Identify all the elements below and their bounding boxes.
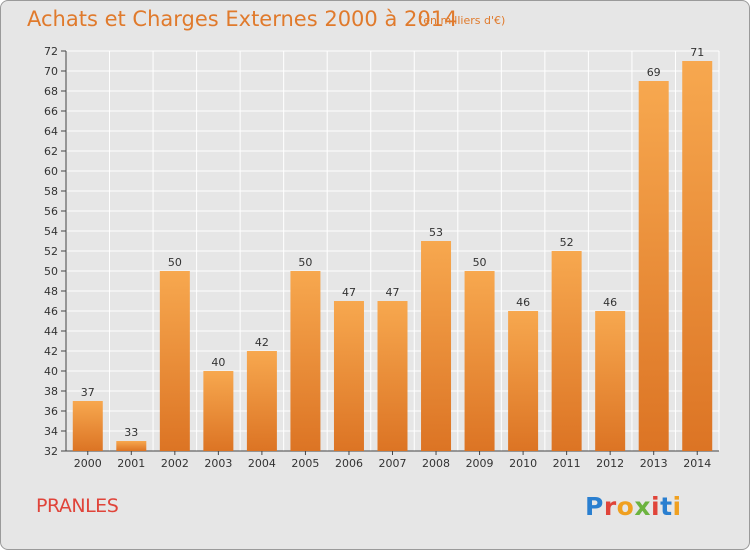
logo-letter: x (634, 492, 651, 521)
bar (72, 401, 103, 451)
bar-value-label: 50 (168, 256, 182, 269)
y-tick-label: 48 (44, 285, 58, 298)
y-tick-label: 56 (44, 205, 58, 218)
x-tick-label: 2013 (640, 457, 668, 470)
y-tick-label: 52 (44, 245, 58, 258)
bar-value-label: 46 (516, 296, 530, 309)
x-tick-label: 2006 (335, 457, 363, 470)
y-tick-label: 60 (44, 165, 58, 178)
bar (159, 271, 190, 451)
axis-layer: 32 34 36 38 40 42 44 46 48 50 52 54 56 58 60 62 64 66 68 70… (44, 45, 719, 470)
x-tick-label: 2005 (291, 457, 319, 470)
y-tick-label: 38 (44, 385, 58, 398)
bar (116, 441, 147, 451)
y-tick-label: 54 (44, 225, 58, 238)
bar (333, 301, 364, 451)
y-tick-label: 36 (44, 405, 58, 418)
bar (290, 271, 321, 451)
y-tick-label: 44 (44, 325, 58, 338)
bar-value-label: 52 (560, 236, 574, 249)
bar (377, 301, 408, 451)
y-tick-label: 68 (44, 85, 58, 98)
x-tick-label: 2008 (422, 457, 450, 470)
chart-title: Achats et Charges Externes 2000 à 2014 (27, 7, 458, 31)
y-tick-label: 32 (44, 445, 58, 458)
bar-value-label: 46 (603, 296, 617, 309)
logo-letter: t (660, 492, 673, 521)
y-tick-label: 62 (44, 145, 58, 158)
y-tick-label: 70 (44, 65, 58, 78)
bar-layer (72, 61, 713, 451)
bar (464, 271, 495, 451)
logo-letter: r (603, 492, 617, 521)
y-tick-label: 58 (44, 185, 58, 198)
bar-value-label: 33 (124, 426, 138, 439)
chart-subtitle: (en milliers d'€) (419, 14, 506, 27)
bar (203, 371, 234, 451)
bar-value-label: 40 (211, 356, 225, 369)
x-tick-label: 2010 (509, 457, 537, 470)
x-tick-label: 2011 (553, 457, 581, 470)
bar (551, 251, 582, 451)
x-tick-label: 2000 (74, 457, 102, 470)
bar-value-label: 42 (255, 336, 269, 349)
y-tick-label: 64 (44, 125, 58, 138)
bar (246, 351, 277, 451)
logo-letter: i (672, 492, 682, 521)
y-tick-label: 40 (44, 365, 58, 378)
commune-name: PRANLES (36, 495, 119, 517)
y-tick-label: 46 (44, 305, 58, 318)
x-tick-label: 2002 (161, 457, 189, 470)
proxiti-logo[interactable]: Proxiti (585, 492, 682, 521)
logo-letter: P (585, 492, 604, 521)
bar (421, 241, 452, 451)
x-tick-label: 2007 (379, 457, 407, 470)
x-tick-label: 2004 (248, 457, 276, 470)
bar-value-label: 47 (386, 286, 400, 299)
y-tick-label: 66 (44, 105, 58, 118)
y-tick-label: 42 (44, 345, 58, 358)
label-layer: 37 33 50 40 42 50 47 47 53 50 46 52 46 69 71 (81, 46, 704, 439)
logo-letter: i (651, 492, 661, 521)
logo-letter: o (616, 492, 635, 521)
bar (595, 311, 626, 451)
y-tick-label: 34 (44, 425, 58, 438)
bar-value-label: 69 (647, 66, 661, 79)
bar-value-label: 47 (342, 286, 356, 299)
bar-value-label: 71 (690, 46, 704, 59)
bar-value-label: 37 (81, 386, 95, 399)
x-tick-label: 2012 (596, 457, 624, 470)
bar (508, 311, 539, 451)
x-tick-label: 2009 (466, 457, 494, 470)
y-tick-label: 50 (44, 265, 58, 278)
bar (682, 61, 713, 451)
y-tick-label: 72 (44, 45, 58, 58)
x-tick-label: 2014 (683, 457, 711, 470)
bar-value-label: 53 (429, 226, 443, 239)
x-tick-label: 2003 (204, 457, 232, 470)
bar (638, 81, 669, 451)
bar-value-label: 50 (298, 256, 312, 269)
x-tick-label: 2001 (117, 457, 145, 470)
bar-value-label: 50 (473, 256, 487, 269)
